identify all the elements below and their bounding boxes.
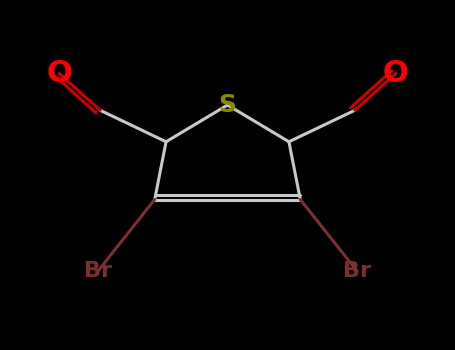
Text: Br: Br [84,261,112,281]
Text: O: O [46,59,72,88]
Text: Br: Br [343,261,371,281]
Text: O: O [383,59,409,88]
Text: S: S [218,93,237,117]
